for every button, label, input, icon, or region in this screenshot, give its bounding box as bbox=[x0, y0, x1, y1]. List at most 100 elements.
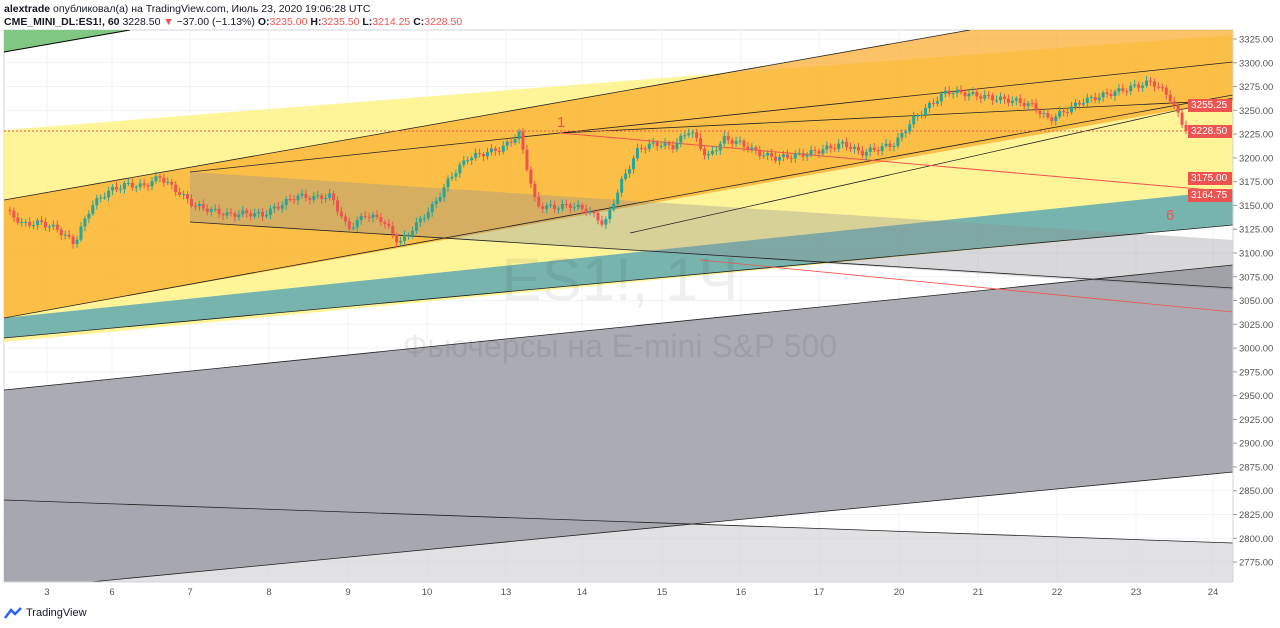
candle-body bbox=[553, 204, 557, 209]
candle-body bbox=[379, 217, 383, 223]
y-tick-label: 3100.00 bbox=[1239, 248, 1273, 259]
x-tick-label: 10 bbox=[422, 587, 433, 598]
candle-body bbox=[876, 149, 880, 152]
candle-body bbox=[864, 151, 868, 156]
published-text: опубликовал(а) на TradingView.com, Июль … bbox=[53, 3, 371, 15]
candle-body bbox=[955, 89, 959, 94]
candle-body bbox=[197, 204, 201, 207]
candle-body bbox=[339, 211, 343, 217]
candle-body bbox=[691, 132, 695, 134]
candle-body bbox=[292, 199, 296, 201]
candle-body bbox=[758, 150, 762, 157]
candle-body bbox=[225, 212, 229, 216]
candle-body bbox=[189, 198, 193, 207]
candle-body bbox=[695, 132, 699, 138]
candle-body bbox=[241, 210, 245, 215]
candle-body bbox=[324, 197, 328, 200]
candle-body bbox=[253, 213, 257, 217]
candle-body bbox=[111, 186, 115, 191]
candle-body bbox=[1042, 113, 1046, 115]
x-tick-label: 16 bbox=[736, 587, 747, 598]
candle-body bbox=[371, 214, 375, 218]
candle-body bbox=[904, 131, 908, 134]
candle-body bbox=[983, 95, 987, 99]
candle-body bbox=[414, 222, 418, 231]
candle-body bbox=[1010, 100, 1014, 103]
x-tick-label: 15 bbox=[657, 587, 668, 598]
candle-body bbox=[722, 136, 726, 144]
current-price-label: 3228.50 bbox=[1188, 125, 1232, 138]
candle-body bbox=[975, 91, 979, 97]
candle-body bbox=[213, 208, 217, 210]
candle-body bbox=[1172, 101, 1176, 106]
candle-body bbox=[1129, 85, 1133, 92]
candle-body bbox=[1160, 87, 1164, 89]
candle-body bbox=[8, 210, 12, 212]
candle-body bbox=[659, 145, 663, 147]
candle-body bbox=[320, 195, 324, 200]
candle-body bbox=[742, 140, 746, 147]
candle-body bbox=[229, 212, 233, 214]
candle-body bbox=[12, 210, 16, 218]
watermark-name: Фьючерсы на E-mini S&P 500 bbox=[403, 328, 837, 364]
high-label: H: bbox=[310, 16, 322, 28]
candle-body bbox=[193, 206, 197, 208]
candle-body bbox=[557, 208, 561, 210]
candle-body bbox=[797, 152, 801, 154]
candle-body bbox=[126, 182, 130, 184]
candle-body bbox=[284, 199, 288, 206]
candle-body bbox=[336, 200, 340, 212]
x-tick-label: 13 bbox=[501, 587, 512, 598]
candle-body bbox=[860, 150, 864, 156]
candle-body bbox=[71, 236, 75, 245]
candle-body bbox=[233, 213, 237, 217]
candle-body bbox=[83, 218, 87, 227]
author-name[interactable]: alextrade bbox=[4, 3, 51, 15]
candle-body bbox=[170, 181, 174, 185]
candle-body bbox=[762, 155, 766, 157]
close-value: 3228.50 bbox=[424, 16, 463, 28]
candle-body bbox=[643, 148, 647, 150]
candle-body bbox=[296, 195, 300, 201]
candle-body bbox=[1109, 94, 1113, 96]
candle-body bbox=[754, 147, 758, 151]
annotation-6[interactable]: 6 bbox=[1166, 207, 1174, 224]
candle-body bbox=[991, 95, 995, 101]
candle-body bbox=[687, 133, 691, 136]
candle-body bbox=[639, 148, 643, 150]
candle-body bbox=[1097, 97, 1101, 101]
candle-body bbox=[28, 221, 32, 226]
candle-body bbox=[16, 217, 20, 223]
candle-body bbox=[588, 211, 592, 213]
y-tick-label: 3300.00 bbox=[1239, 58, 1273, 69]
candle-body bbox=[560, 204, 564, 209]
candle-body bbox=[509, 141, 513, 143]
candle-body bbox=[667, 142, 671, 146]
y-tick-label: 3125.00 bbox=[1239, 225, 1273, 236]
candle-body bbox=[407, 234, 411, 236]
tradingview-footer[interactable]: TradingView bbox=[4, 607, 87, 619]
watermark-symbol: ES1!, 1Ч bbox=[502, 246, 739, 313]
candle-body bbox=[462, 160, 466, 165]
candle-body bbox=[1054, 116, 1058, 122]
candle-body bbox=[935, 101, 939, 104]
candle-body bbox=[809, 150, 813, 155]
y-tick-label: 2925.00 bbox=[1239, 415, 1273, 426]
candle-body bbox=[43, 221, 47, 228]
candle-body bbox=[620, 178, 624, 193]
candle-body bbox=[505, 141, 509, 146]
candle-body bbox=[576, 204, 580, 208]
time-axis[interactable]: 3 6 7 8 9 10 13 14 15 16 17 20 21 22 23 24 bbox=[4, 581, 1233, 598]
candle-body bbox=[616, 192, 620, 204]
candle-body bbox=[738, 140, 742, 142]
candle-body bbox=[332, 193, 336, 201]
candle-body bbox=[450, 176, 454, 179]
candle-body bbox=[174, 184, 178, 193]
x-tick-label: 6 bbox=[109, 587, 114, 598]
annotation-1[interactable]: 1 bbox=[557, 114, 565, 131]
candle-body bbox=[568, 204, 572, 209]
candle-body bbox=[1101, 92, 1105, 98]
candle-body bbox=[730, 140, 734, 144]
price-axis[interactable]: 3325.00 3300.00 3275.00 3250.00 3225.00 3200.… bbox=[1232, 30, 1273, 582]
